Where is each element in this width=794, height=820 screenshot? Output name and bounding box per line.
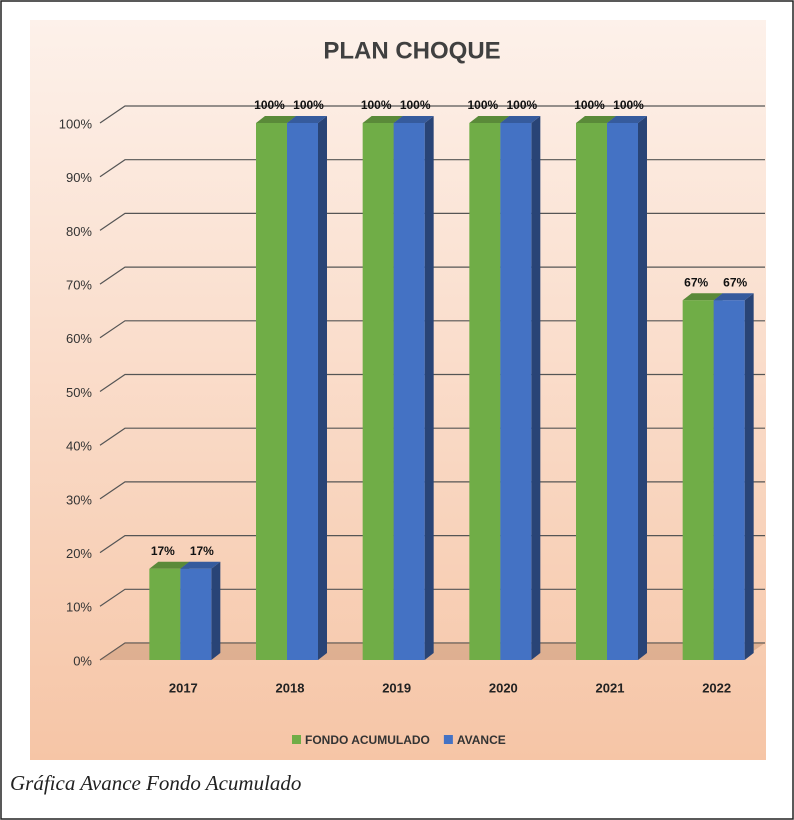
bar-top: [256, 116, 296, 123]
bar-top: [607, 116, 647, 123]
legend-swatch: [292, 735, 301, 744]
chart-title: PLAN CHOQUE: [323, 37, 500, 64]
grid-line: [99, 427, 765, 446]
bar-top: [500, 116, 541, 123]
bar: [362, 123, 394, 660]
grid-line: [99, 588, 765, 607]
y-tick-label: 20%: [66, 546, 92, 561]
value-label: 67%: [684, 275, 708, 289]
bar-top: [362, 116, 403, 123]
value-label: 100%: [613, 98, 644, 112]
legend-label: AVANCE: [457, 733, 506, 747]
x-tick-label: 2017: [169, 680, 198, 695]
bar-top: [576, 116, 616, 123]
bar: [682, 300, 714, 660]
x-tick-label: 2021: [596, 680, 625, 695]
bar-side: [744, 293, 754, 660]
grid-line: [99, 481, 765, 500]
legend-swatch: [443, 735, 453, 744]
bar-top: [682, 293, 723, 301]
bar-top: [469, 116, 510, 123]
caption: Gráfica Avance Fondo Acumulado: [10, 771, 301, 795]
bar-top: [393, 116, 434, 123]
y-tick-label: 70%: [66, 278, 92, 293]
value-label: 17%: [151, 544, 175, 558]
value-label: 100%: [467, 98, 498, 112]
grid-line: [99, 159, 765, 178]
bar-top: [287, 116, 327, 123]
value-label: 100%: [254, 98, 285, 112]
value-label: 17%: [190, 544, 214, 558]
bar: [469, 123, 501, 660]
x-tick-label: 2022: [702, 680, 731, 695]
bar: [500, 123, 532, 660]
grid-line: [99, 534, 765, 554]
bar-side: [531, 116, 541, 660]
value-label: 100%: [293, 98, 324, 112]
bar-side: [424, 116, 434, 660]
x-tick-label: 2019: [382, 680, 411, 695]
grid-line: [99, 373, 765, 392]
bar: [180, 568, 212, 660]
bar: [256, 123, 287, 660]
y-tick-label: 50%: [66, 385, 92, 400]
bar-side: [211, 561, 221, 660]
x-tick-label: 2018: [276, 680, 305, 695]
y-tick-label: 0%: [73, 653, 92, 668]
bar-top: [180, 561, 221, 569]
grid-line: [99, 320, 765, 339]
y-tick-label: 40%: [66, 439, 92, 454]
x-tick-label: 2020: [489, 680, 518, 695]
y-tick-label: 80%: [66, 224, 92, 239]
bar: [607, 123, 638, 660]
bar: [713, 300, 745, 660]
bar-top: [149, 561, 190, 569]
bar: [393, 123, 425, 660]
value-label: 100%: [361, 98, 392, 112]
value-label: 67%: [723, 275, 747, 289]
grid-line: [99, 266, 765, 285]
grid-line: [99, 642, 765, 661]
legend-label: FONDO ACUMULADO: [305, 733, 430, 747]
bar-side: [638, 116, 647, 660]
grid-line: [99, 105, 765, 124]
bar-top: [713, 293, 754, 301]
value-label: 100%: [506, 98, 537, 112]
bar-side: [318, 116, 327, 660]
bar: [149, 568, 181, 660]
bar: [287, 123, 318, 660]
y-tick-label: 100%: [59, 116, 93, 131]
y-tick-label: 30%: [66, 492, 92, 507]
value-label: 100%: [574, 98, 605, 112]
grid-line: [99, 212, 765, 231]
y-tick-label: 10%: [66, 600, 92, 615]
y-tick-label: 90%: [66, 170, 92, 185]
y-tick-label: 60%: [66, 331, 92, 346]
value-label: 100%: [400, 98, 431, 112]
bar: [576, 123, 607, 660]
